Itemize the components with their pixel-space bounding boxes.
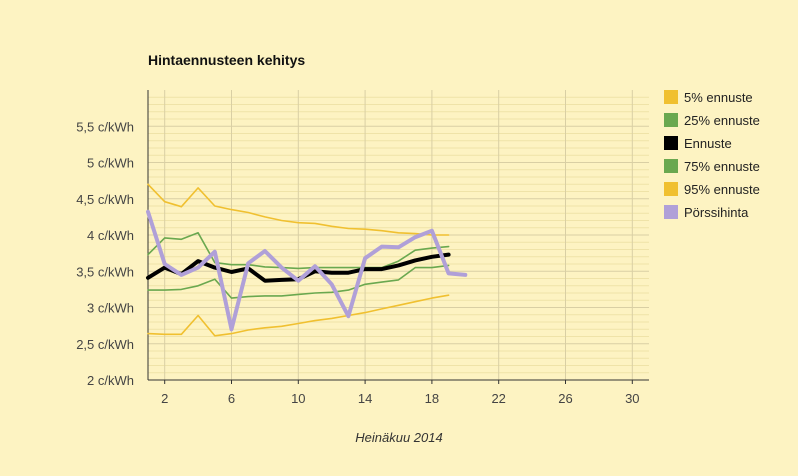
y-tick-label: 4 c/kWh bbox=[87, 228, 134, 243]
legend-label: 25% ennuste bbox=[684, 113, 760, 128]
x-tick-label: 30 bbox=[625, 391, 639, 406]
x-tick-label: 2 bbox=[161, 391, 168, 406]
y-tick-label: 4,5 c/kWh bbox=[76, 192, 134, 207]
y-tick-label: 3 c/kWh bbox=[87, 301, 134, 316]
x-tick-label: 22 bbox=[491, 391, 505, 406]
x-tick-label: 14 bbox=[358, 391, 372, 406]
x-tick-label: 6 bbox=[228, 391, 235, 406]
grid bbox=[148, 90, 649, 381]
y-tick-label: 5 c/kWh bbox=[87, 156, 134, 171]
series-lines bbox=[146, 183, 468, 337]
legend-swatch bbox=[664, 182, 678, 196]
legend-swatch bbox=[664, 90, 678, 104]
series-line-1 bbox=[147, 264, 450, 299]
chart-title: Hintaennusteen kehitys bbox=[148, 52, 305, 68]
legend-label: Ennuste bbox=[684, 136, 732, 151]
series-line-3 bbox=[147, 232, 450, 270]
legend-label: 5% ennuste bbox=[684, 90, 753, 105]
legend-swatch bbox=[664, 159, 678, 173]
y-tick-label: 2 c/kWh bbox=[87, 373, 134, 388]
y-tick-label: 3,5 c/kWh bbox=[76, 264, 134, 279]
legend-swatch bbox=[664, 205, 678, 219]
series-line-5 bbox=[146, 209, 468, 332]
y-tick-label: 5,5 c/kWh bbox=[76, 119, 134, 134]
legend-swatch bbox=[664, 113, 678, 127]
legend-label: 75% ennuste bbox=[684, 159, 760, 174]
series-line-4 bbox=[147, 183, 450, 236]
x-tick-label: 10 bbox=[291, 391, 305, 406]
legend-label: 95% ennuste bbox=[684, 182, 760, 197]
legend-label: Pörssihinta bbox=[684, 205, 749, 220]
x-tick-label: 26 bbox=[558, 391, 572, 406]
x-axis-label: Heinäkuu 2014 bbox=[355, 430, 442, 445]
y-tick-label: 2,5 c/kWh bbox=[76, 337, 134, 352]
series-line-0 bbox=[147, 294, 450, 337]
legend: 5% ennuste 25% ennuste Ennuste 75% ennuste 9… bbox=[664, 90, 760, 220]
legend-swatch bbox=[664, 136, 678, 150]
x-tick-label: 18 bbox=[425, 391, 439, 406]
axes: 2 c/kWh 2,5 c/kWh 3 c/kWh 3,5 c/kWh 4 c/kWh 4… bbox=[76, 90, 649, 406]
